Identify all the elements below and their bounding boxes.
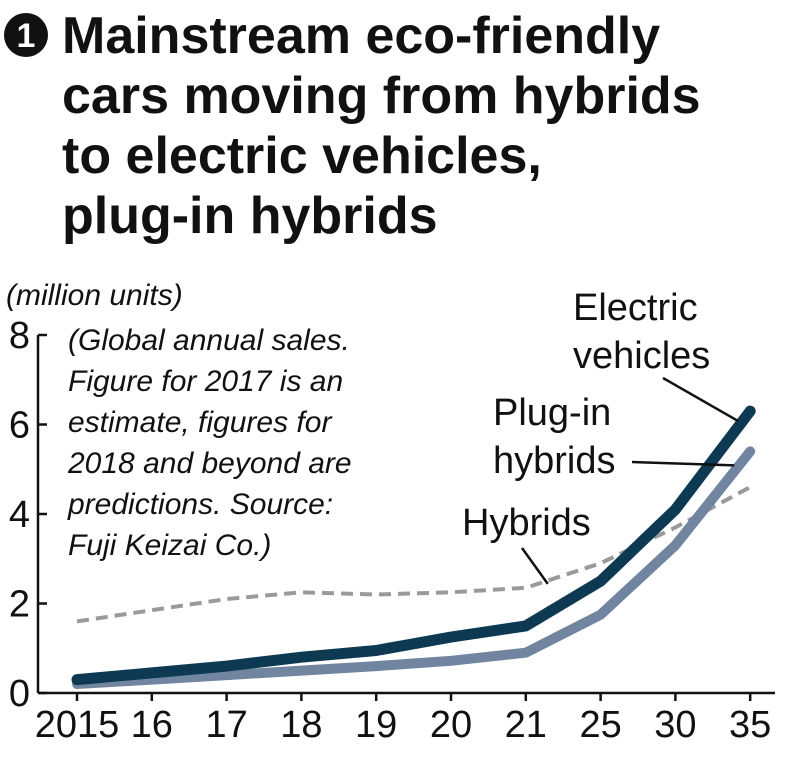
series-label-line: Electric xyxy=(573,287,698,329)
series-line-electric-vehicles xyxy=(71,405,756,686)
series-label-line: Hybrids xyxy=(462,502,591,544)
title-line-4: plug-in hybrids xyxy=(62,187,438,245)
title-line-2: cars moving from hybrids xyxy=(62,67,701,125)
title-line-3: to electric vehicles, xyxy=(62,127,542,185)
series-label-line: hybrids xyxy=(493,440,616,482)
x-tick-label: 35 xyxy=(729,704,771,746)
title-line-1: Mainstream eco-friendly xyxy=(62,7,660,65)
note-line-2: Figure for 2017 is an xyxy=(68,365,343,398)
number-badge-text: 1 xyxy=(17,17,36,55)
series-leader-line xyxy=(631,460,735,467)
x-tick-label: 17 xyxy=(205,704,247,746)
series-labels: Electric vehicles Plug-in hybrids Hybrids xyxy=(462,287,739,585)
x-ticks: 2015 16 17 18 19 20 21 25 30 35 xyxy=(35,693,771,746)
y-unit-label: (million units) xyxy=(6,279,183,312)
x-tick-label: 18 xyxy=(280,704,322,746)
note-line-3: estimate, figures for xyxy=(68,406,332,439)
y-tick-label: 8 xyxy=(9,315,30,357)
series-label-line: Plug-in xyxy=(493,392,611,434)
series-label-line: vehicles xyxy=(573,335,710,377)
number-badge xyxy=(4,13,48,57)
series-leader-line xyxy=(520,547,549,585)
note-line-5: predictions. Source: xyxy=(67,488,333,521)
x-tick-label: 25 xyxy=(579,704,621,746)
y-ticks: 0 2 4 6 8 xyxy=(9,315,47,715)
note-line-1: (Global annual sales. xyxy=(68,324,350,357)
y-tick-label: 0 xyxy=(9,673,30,715)
x-tick-label: 30 xyxy=(654,704,696,746)
note-line-4: 2018 and beyond are xyxy=(67,447,352,480)
x-tick-label: 20 xyxy=(430,704,472,746)
series-line-plug-in-hybrids xyxy=(72,446,756,689)
x-tick-label: 2015 xyxy=(35,704,120,746)
source-note: (Global annual sales. Figure for 2017 is… xyxy=(67,324,352,562)
x-tick-label: 19 xyxy=(355,704,397,746)
y-tick-label: 6 xyxy=(9,405,30,447)
x-tick-label: 21 xyxy=(505,704,547,746)
series-lines xyxy=(71,405,756,689)
x-tick-label: 16 xyxy=(131,704,173,746)
series-leader-line xyxy=(662,376,739,423)
y-tick-label: 2 xyxy=(9,584,30,626)
chart-title: 1 Mainstream eco-friendly cars moving fr… xyxy=(4,7,701,245)
y-tick-label: 4 xyxy=(9,494,30,536)
note-line-6: Fuji Keizai Co.) xyxy=(68,529,271,562)
